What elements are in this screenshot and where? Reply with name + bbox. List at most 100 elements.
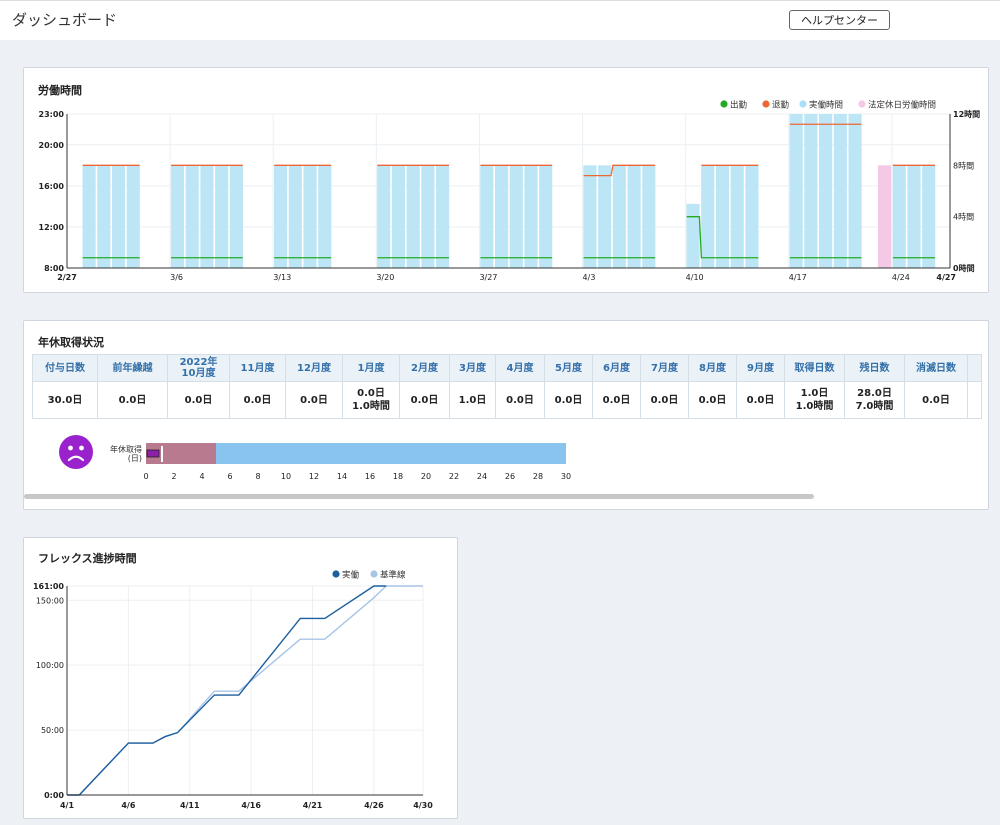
flex-legend-dot-1 bbox=[370, 570, 378, 578]
leave-taken-bar bbox=[146, 449, 160, 458]
x-tick-5: 4/3 bbox=[583, 273, 596, 282]
work-bar-4-5 bbox=[612, 165, 626, 268]
flex-x-tick-6: 4/30 bbox=[413, 801, 433, 810]
leave-col-header: 2022年 10月度 bbox=[167, 354, 230, 382]
work-bar-3-10 bbox=[229, 165, 243, 268]
x-tick-2: 3/13 bbox=[273, 273, 291, 282]
leave-col-header: 取得日数 bbox=[784, 354, 845, 382]
work-bar-4-18 bbox=[804, 114, 818, 268]
work-bar-3-7 bbox=[185, 165, 199, 268]
flex-series-1 bbox=[67, 585, 423, 796]
work-bar-3-30 bbox=[524, 165, 538, 268]
leave-col-header: 3月度 bbox=[449, 354, 496, 382]
work-bar-3-8 bbox=[200, 165, 214, 268]
leave-col-value: 0.0日 bbox=[285, 381, 343, 419]
sad-face-icon bbox=[59, 435, 93, 469]
leave-col-value: 0.0日 1.0時間 bbox=[342, 381, 400, 419]
leave-col-header: 消滅日数 bbox=[904, 354, 968, 382]
work-bar-3-29 bbox=[509, 165, 523, 268]
leave-bar-tick-9: 18 bbox=[393, 472, 403, 481]
leave-bar-tick-4: 8 bbox=[255, 472, 260, 481]
work-bar-4-20 bbox=[833, 114, 847, 268]
leave-col-value: 0.0日 bbox=[904, 381, 968, 419]
leave-col-value: 1.0日 bbox=[449, 381, 496, 419]
work-bar-3-31 bbox=[539, 165, 553, 268]
annual-leave-title: 年休取得状況 bbox=[38, 336, 104, 349]
leave-col-value: 0.0日 bbox=[495, 381, 545, 419]
leave-guideline-bar bbox=[146, 443, 216, 464]
leave-col-value: 0.0日 bbox=[399, 381, 450, 419]
work-bar-4-6 bbox=[627, 165, 641, 268]
y-left-tick-3: 12:00 bbox=[39, 223, 65, 232]
flex-x-tick-1: 4/6 bbox=[121, 801, 135, 810]
work-bar-3-1 bbox=[97, 165, 111, 268]
annual-leave-panel: 年休取得状況 付与日数 前年繰越 2022年 10月度 11月度 12月度 1月度 2月度 3月… bbox=[23, 320, 989, 510]
help-center-button[interactable]: ヘルプセンター bbox=[789, 10, 890, 30]
leave-col-value-extra bbox=[967, 381, 982, 419]
flex-y-tick-3: 50:00 bbox=[41, 726, 64, 735]
flex-y-tick-0: 161:00 bbox=[33, 582, 64, 591]
y-left-tick-1: 20:00 bbox=[39, 141, 65, 150]
work-hours-panel: 労働時間 出勤 退勤 実働時間 法定休日労働時間 23:00 20:00 16:00 12:0… bbox=[23, 67, 989, 293]
flex-x-tick-0: 4/1 bbox=[60, 801, 74, 810]
leave-col-header: 付与日数 bbox=[32, 354, 98, 382]
flex-progress-chart: 実働 基準線 161:00 150:00 100:00 50:00 0:004/1 4/6 4/… bbox=[33, 570, 433, 811]
leave-col-header: 4月度 bbox=[495, 354, 545, 382]
work-bar-3-15 bbox=[303, 165, 317, 268]
work-bar-4-12 bbox=[715, 165, 730, 268]
flex-x-tick-5: 4/26 bbox=[364, 801, 384, 810]
leave-col-header: 9月度 bbox=[736, 354, 785, 382]
work-bar-3-20 bbox=[377, 165, 391, 268]
x-tick-4: 3/27 bbox=[479, 273, 497, 282]
leave-bar-tick-5: 10 bbox=[281, 472, 291, 481]
leave-total-bar bbox=[146, 443, 566, 464]
x-tick-7: 4/17 bbox=[789, 273, 807, 282]
work-bar-2-28 bbox=[82, 165, 96, 268]
flex-progress-title: フレックス進捗時間 bbox=[38, 552, 137, 565]
page-title: ダッシュボード bbox=[12, 11, 118, 29]
leave-col-value: 0.0日 bbox=[736, 381, 785, 419]
y-left-tick-2: 16:00 bbox=[39, 182, 65, 191]
work-bar-3-6 bbox=[170, 165, 185, 268]
leave-col-header: 5月度 bbox=[544, 354, 593, 382]
work-bar-3-14 bbox=[288, 165, 302, 268]
horizontal-scrollbar[interactable] bbox=[24, 494, 814, 499]
work-bar-4-10 bbox=[686, 203, 700, 268]
leave-col-value: 0.0日 bbox=[97, 381, 168, 419]
work-bar-3-21 bbox=[391, 165, 405, 268]
work-bar-4-19 bbox=[819, 114, 833, 268]
flex-y-tick-2: 100:00 bbox=[36, 661, 64, 670]
leave-col-value: 0.0日 bbox=[688, 381, 737, 419]
y-left-tick-4: 8:00 bbox=[44, 264, 64, 273]
leave-col-value: 0.0日 bbox=[229, 381, 286, 419]
leave-bar-tick-2: 4 bbox=[199, 472, 204, 481]
legend-dot-3 bbox=[858, 100, 866, 108]
work-bar-4-4 bbox=[598, 165, 612, 268]
flex-progress-panel: フレックス進捗時間 実働 基準線 161:00 150:00 100:00 50:00 0:… bbox=[23, 537, 458, 819]
leave-col-header: 残日数 bbox=[844, 354, 905, 382]
leave-col-header: 7月度 bbox=[640, 354, 689, 382]
work-bar-3-22 bbox=[406, 165, 420, 268]
y-left-tick-0: 23:00 bbox=[39, 110, 65, 119]
flex-legend-label-0: 実働 bbox=[342, 570, 360, 581]
leave-bar-tick-1: 2 bbox=[171, 472, 176, 481]
work-bar-4-24 bbox=[892, 165, 906, 268]
leave-col-value: 28.0日 7.0時間 bbox=[844, 381, 905, 419]
annual-leave-table: 付与日数 前年繰越 2022年 10月度 11月度 12月度 1月度 2月度 3月度 4月度 5月度… bbox=[32, 354, 982, 419]
leave-col-value: 0.0日 bbox=[167, 381, 230, 419]
flex-y-tick-1: 150:00 bbox=[36, 596, 64, 605]
leave-col-header: 1月度 bbox=[342, 354, 400, 382]
annual-leave-bar-chart: 年休取得(日)0 2 4 6 8 10 12 14 16 18 20 22 24 26 28 30 bbox=[110, 443, 571, 481]
leave-col-header: 6月度 bbox=[592, 354, 641, 382]
clock-out-line bbox=[583, 164, 656, 177]
flex-x-tick-3: 4/16 bbox=[241, 801, 261, 810]
leave-col-header: 8月度 bbox=[688, 354, 737, 382]
y-right-tick-1: 8時間 bbox=[953, 161, 974, 170]
work-hours-chart: 出勤 退勤 実働時間 法定休日労働時間 23:00 20:00 16:00 12:00 8:00… bbox=[39, 100, 981, 283]
work-bar-4-25 bbox=[907, 165, 921, 268]
leave-bar-tick-13: 26 bbox=[505, 472, 515, 481]
work-bar-3-27 bbox=[480, 165, 494, 268]
y-right-tick-0: 12時間 bbox=[953, 109, 980, 119]
leave-bar-unit: (日) bbox=[128, 454, 142, 463]
leave-bar-tick-8: 16 bbox=[365, 472, 375, 481]
